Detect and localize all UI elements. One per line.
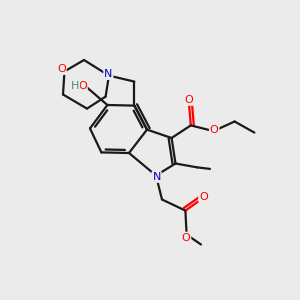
Text: N: N bbox=[152, 172, 161, 182]
Text: O: O bbox=[210, 125, 219, 135]
Text: O: O bbox=[78, 81, 87, 92]
Text: H: H bbox=[71, 81, 79, 92]
Text: N: N bbox=[104, 69, 112, 79]
Text: O: O bbox=[182, 232, 190, 243]
Text: O: O bbox=[199, 191, 208, 202]
Text: O: O bbox=[184, 95, 194, 105]
Text: O: O bbox=[57, 64, 66, 74]
